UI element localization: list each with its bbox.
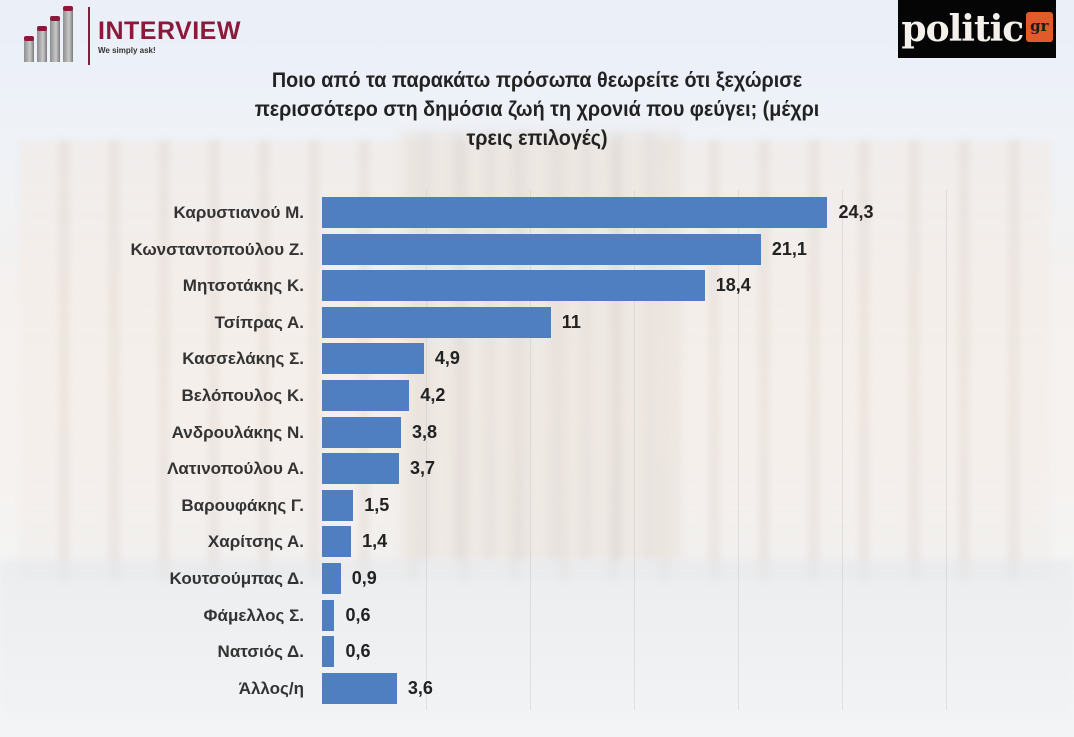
value-label: 3,8 bbox=[412, 421, 438, 442]
bar bbox=[322, 526, 352, 558]
category-label: Κουτσούμπας Δ. bbox=[169, 569, 304, 588]
bar bbox=[322, 270, 705, 302]
bar bbox=[322, 197, 828, 228]
gridline bbox=[634, 190, 635, 710]
bar bbox=[322, 489, 354, 521]
bar-row: Κασσελάκης Σ. 4,9 bbox=[0, 342, 1074, 375]
bar bbox=[322, 416, 402, 448]
value-label: 4,9 bbox=[434, 348, 460, 369]
gridline bbox=[946, 190, 947, 710]
value-label: 18,4 bbox=[715, 275, 751, 296]
gridline bbox=[738, 190, 739, 710]
bar-row: Λατινοπούλου Α. 3,7 bbox=[0, 452, 1074, 485]
value-label: 11 bbox=[561, 311, 581, 332]
bar-row: Βαρουφάκης Γ. 1,5 bbox=[0, 489, 1074, 522]
bar bbox=[322, 563, 341, 594]
bar-row: Καρυστιανού Μ. 24,3 bbox=[0, 196, 1074, 229]
bar bbox=[322, 343, 424, 375]
bar bbox=[322, 599, 335, 631]
logo-tagline: We simply ask! bbox=[98, 45, 156, 55]
gridline bbox=[426, 190, 427, 710]
bar-row: Ανδρουλάκης Ν. 3,8 bbox=[0, 416, 1074, 449]
bar-row: Φάμελλος Σ. 0,6 bbox=[0, 599, 1074, 632]
category-label: Βελόπουλος Κ. bbox=[181, 386, 304, 405]
category-label: Φάμελλος Σ. bbox=[203, 605, 304, 625]
category-label: Βαρουφάκης Γ. bbox=[181, 495, 304, 515]
interview-logo: INTERVIEW We simply ask! bbox=[24, 6, 241, 66]
bar bbox=[322, 636, 335, 668]
category-label: Μητσοτάκης Κ. bbox=[182, 276, 304, 296]
category-label: Άλλος/η bbox=[238, 678, 304, 698]
bar bbox=[322, 672, 397, 704]
bar-row: Άλλος/η 3,6 bbox=[0, 672, 1074, 705]
value-label: 1,4 bbox=[362, 531, 388, 552]
value-label: 3,6 bbox=[407, 677, 433, 698]
bar bbox=[322, 233, 761, 265]
bar bbox=[322, 380, 410, 411]
value-label: 3,7 bbox=[409, 458, 435, 479]
logo-divider bbox=[88, 7, 90, 65]
bar-row: Χαρίτσης Α. 1,4 bbox=[0, 525, 1074, 558]
category-label: Κασσελάκης Σ. bbox=[182, 349, 304, 369]
value-label: 4,2 bbox=[420, 385, 446, 405]
bar-row: Τσίπρας Α. 11 bbox=[0, 306, 1074, 339]
value-label: 21,1 bbox=[771, 238, 807, 259]
chart-title: Ποιο από τα παρακάτω πρόσωπα θεωρείτε ότ… bbox=[173, 66, 901, 153]
category-label: Λατινοπούλου Α. bbox=[167, 459, 304, 479]
bar-chart-logo-icon bbox=[24, 6, 78, 64]
category-label: Χαρίτσης Α. bbox=[207, 532, 304, 552]
category-label: Κωνσταντοπούλου Ζ. bbox=[130, 239, 304, 259]
title-line-3: τρεις επιλογές) bbox=[466, 127, 608, 150]
title-line-2: περισσότερο στη δημόσια ζωή τη χρονιά πο… bbox=[254, 98, 820, 121]
category-label: Καρυστιανού Μ. bbox=[173, 203, 304, 222]
bar-row: Κουτσούμπας Δ. 0,9 bbox=[0, 562, 1074, 595]
value-label: 0,9 bbox=[351, 568, 377, 588]
politic-gr-badge: gr bbox=[1026, 12, 1053, 42]
bar-row: Κωνσταντοπούλου Ζ. 21,1 bbox=[0, 233, 1074, 266]
bar-row: Βελόπουλος Κ. 4,2 bbox=[0, 379, 1074, 412]
category-label: Νατσιός Δ. bbox=[217, 642, 304, 662]
title-line-1: Ποιο από τα παρακάτω πρόσωπα θεωρείτε ότ… bbox=[271, 69, 803, 92]
logo-title: INTERVIEW bbox=[98, 16, 241, 45]
category-label: Τσίπρας Α. bbox=[214, 312, 304, 332]
category-label: Ανδρουλάκης Ν. bbox=[171, 422, 304, 442]
gridline bbox=[842, 190, 843, 710]
bar-row: Μητσοτάκης Κ. 18,4 bbox=[0, 269, 1074, 302]
politic-wordmark: politic bbox=[901, 8, 1024, 50]
value-label: 0,6 bbox=[345, 641, 371, 662]
bar bbox=[322, 306, 551, 338]
bar-row: Νατσιός Δ. 0,6 bbox=[0, 635, 1074, 668]
value-label: 24,3 bbox=[838, 202, 874, 222]
value-label: 1,5 bbox=[364, 494, 390, 515]
politic-logo: politic gr bbox=[898, 0, 1056, 58]
bar bbox=[322, 453, 399, 485]
gridline bbox=[530, 190, 531, 710]
background-plaza bbox=[0, 560, 1074, 737]
value-label: 0,6 bbox=[345, 604, 371, 625]
